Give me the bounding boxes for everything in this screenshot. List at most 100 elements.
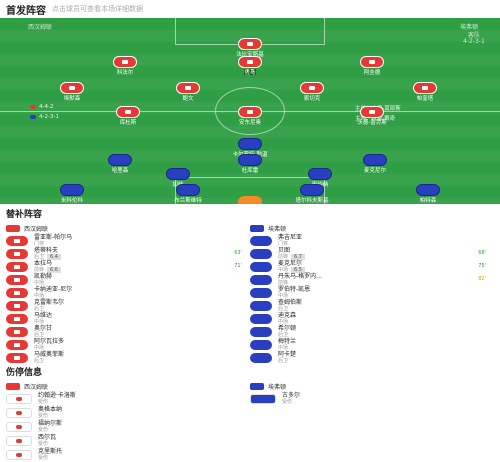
home-player[interactable]: 埃默森 bbox=[36, 82, 108, 102]
player-avatar bbox=[250, 352, 272, 363]
player-avatar bbox=[6, 313, 28, 324]
away-player-gk[interactable] bbox=[214, 196, 286, 204]
sub-row[interactable]: 凯勒赫 中场 bbox=[6, 273, 246, 286]
player-name: 古多尔 bbox=[282, 392, 301, 399]
player-pos: 前锋 6.6 bbox=[34, 266, 61, 273]
page-subtitle: 点击球员可查看本场详细数据 bbox=[52, 5, 143, 13]
injury-row[interactable]: 约翰逊·卡洛斯 受伤 bbox=[6, 392, 246, 406]
player-avatar bbox=[413, 82, 437, 94]
sub-row[interactable]: 希尔顿 后卫 bbox=[250, 325, 490, 338]
player-name: 塔尔科夫斯基 bbox=[295, 198, 329, 204]
player-avatar bbox=[6, 248, 28, 259]
injury-status: 受伤 bbox=[38, 427, 49, 433]
sub-row[interactable]: 弗吉尼亚 门将 bbox=[250, 234, 490, 247]
sub-row[interactable]: 塔蒂科夫 后卫 6.4 63' bbox=[6, 247, 246, 260]
player-avatar bbox=[360, 56, 384, 68]
home-player-gk[interactable]: 法比安斯基 7.3 bbox=[214, 38, 286, 77]
away-player[interactable]: 杜库雷 bbox=[214, 154, 286, 174]
injury-row[interactable]: 福纳尔斯 受伤 bbox=[6, 420, 246, 434]
sub-row[interactable]: 雷亚斯-帕尔马 门将 bbox=[6, 234, 246, 247]
sub-row[interactable]: 卡纳迪亚-尼尔 中场 bbox=[6, 286, 246, 299]
home-player[interactable]: 佐马 bbox=[214, 56, 286, 76]
player-avatar bbox=[416, 184, 440, 196]
home-injuries: 西汉姆联 约翰逊·卡洛斯 受伤 奥格本纳 受伤 福纳尔斯 受伤 西尔瓦 受伤 克里斯托受… bbox=[6, 380, 250, 462]
away-team-row: 埃弗顿 bbox=[250, 380, 490, 392]
player-name: 塔蒂科夫 bbox=[34, 246, 59, 254]
player-name: 哈里森 bbox=[111, 168, 129, 174]
away-player[interactable]: 布兰斯维特 bbox=[152, 184, 224, 204]
player-pos: 中场 bbox=[278, 344, 289, 351]
sub-row[interactable]: 梅特兰 中场 bbox=[250, 338, 490, 351]
home-player[interactable]: 索切克 bbox=[276, 82, 348, 102]
sub-row[interactable]: 本拉马 前锋 6.6 71' bbox=[6, 260, 246, 273]
home-player[interactable]: 库杜斯 bbox=[92, 106, 164, 126]
sub-row[interactable]: 马维达 中场 bbox=[6, 312, 246, 325]
away-player[interactable]: 哈里森 bbox=[84, 154, 156, 174]
player-rating: 7.3 bbox=[244, 69, 256, 75]
player-name: 雷亚斯-帕尔马 bbox=[34, 233, 73, 241]
player-rating: 6.7 bbox=[291, 253, 305, 260]
player-name: 贝图 bbox=[278, 246, 291, 254]
player-avatar bbox=[250, 248, 272, 259]
home-player[interactable]: 安东尼奥 bbox=[214, 106, 286, 126]
player-pos: 中场 6.5 bbox=[278, 266, 305, 273]
player-avatar bbox=[60, 184, 84, 196]
subs-section: 替补阵容 西汉姆联 雷亚斯-帕尔马 门将 塔蒂科夫 后卫 6.4 63' 本拉马 前锋 6.… bbox=[0, 204, 500, 364]
player-avatar bbox=[250, 261, 272, 272]
away-player[interactable]: 塔尔科夫斯基 bbox=[276, 184, 348, 204]
sub-row[interactable]: 奥尔甘 后卫 bbox=[6, 325, 246, 338]
home-player[interactable]: 沃德-普劳斯 bbox=[336, 106, 408, 126]
home-player[interactable]: 阿圭德 bbox=[336, 56, 408, 76]
injury-status: 受伤 bbox=[38, 399, 49, 405]
sub-in-time: 68' bbox=[478, 250, 486, 256]
player-name: 罗伯特-凯恩 bbox=[278, 285, 311, 293]
sub-row[interactable]: 贝图 前锋 6.7 68' bbox=[250, 247, 490, 260]
player-avatar bbox=[250, 274, 272, 285]
player-avatar bbox=[166, 168, 190, 180]
player-name: 阿尔瓦拉多 bbox=[34, 337, 65, 345]
player-name: 佐马 bbox=[244, 70, 256, 76]
away-coach-label: 4-2-3-1 bbox=[463, 38, 485, 45]
away-player[interactable]: 麦克尼尔 bbox=[339, 154, 411, 174]
injury-row[interactable]: 奥格本纳 受伤 bbox=[6, 406, 246, 420]
player-name: 埃默森 bbox=[63, 96, 81, 102]
home-subs: 西汉姆联 雷亚斯-帕尔马 门将 塔蒂科夫 后卫 6.4 63' 本拉马 前锋 6.6 71' … bbox=[6, 222, 250, 364]
injury-row[interactable]: 古多尔 受伤 bbox=[250, 392, 490, 406]
player-pos: 中场 bbox=[34, 318, 45, 325]
player-avatar bbox=[116, 106, 140, 118]
sub-row[interactable]: 查姆伯斯 后卫 bbox=[250, 299, 490, 312]
player-avatar bbox=[238, 38, 262, 50]
injury-status: 受伤 bbox=[282, 399, 293, 405]
injuries-title: 伤停信息 bbox=[6, 368, 43, 378]
player-avatar bbox=[6, 408, 32, 418]
sub-row[interactable]: 丹朱马-格罗内... 前锋 82' bbox=[250, 273, 490, 286]
home-team-name: 西汉姆联 bbox=[24, 383, 49, 391]
player-name: 安东尼奥 bbox=[238, 120, 261, 126]
away-formation-label: 客队 bbox=[468, 32, 481, 39]
formation-home-label: 4-4-2 bbox=[39, 104, 54, 110]
player-name: 凯勒赫 bbox=[34, 272, 53, 280]
sub-row[interactable]: 麦克尼尔 中场 6.5 75' bbox=[250, 260, 490, 273]
away-player[interactable]: 帕特森 bbox=[392, 184, 464, 204]
sub-row[interactable]: 马威奥菲斯 后卫 bbox=[6, 351, 246, 364]
player-avatar bbox=[6, 339, 28, 350]
sub-row[interactable]: 阿尔瓦拉多 中场 bbox=[6, 338, 246, 351]
away-player[interactable]: 米科伦科 bbox=[36, 184, 108, 204]
injury-row[interactable]: 西尔瓦 受伤 bbox=[6, 434, 246, 448]
center-circle bbox=[215, 87, 285, 135]
sub-row[interactable]: 迪克森 中场 bbox=[250, 312, 490, 325]
player-avatar bbox=[238, 196, 262, 204]
player-avatar bbox=[176, 184, 200, 196]
sub-row[interactable]: 阿卡楚 后卫 bbox=[250, 351, 490, 364]
home-player[interactable]: 科法尔 bbox=[89, 56, 161, 76]
sub-row[interactable]: 克雷斯韦尔 后卫 bbox=[6, 299, 246, 312]
sub-row[interactable]: 罗伯特-凯恩 中场 bbox=[250, 286, 490, 299]
player-rating: 6.4 bbox=[47, 253, 61, 260]
player-name: 弗吉尼亚 bbox=[278, 233, 303, 241]
player-avatar bbox=[250, 339, 272, 350]
player-pos: 中场 bbox=[34, 344, 45, 351]
player-name: 科法尔 bbox=[116, 70, 134, 76]
home-player[interactable]: 帕奎塔 bbox=[389, 82, 461, 102]
home-player[interactable]: 鲍文 bbox=[152, 82, 224, 102]
injury-row[interactable]: 克里斯托 受伤 bbox=[6, 448, 246, 462]
